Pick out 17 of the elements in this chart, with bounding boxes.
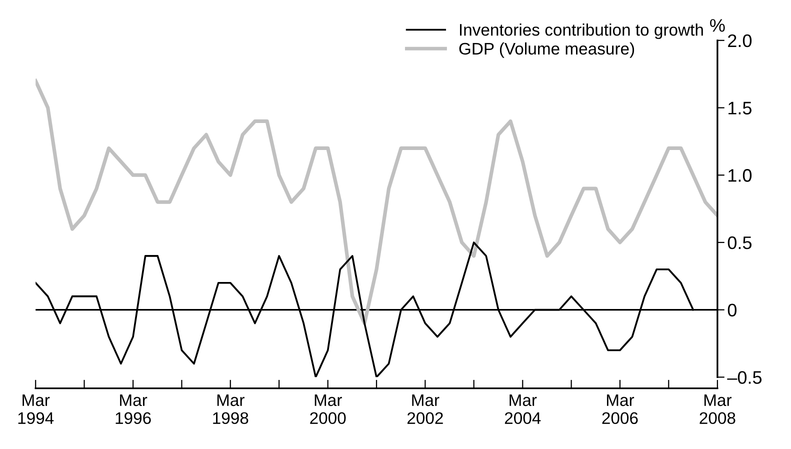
x-tick-label: Mar 2008 (700, 394, 736, 424)
y-tick-label: 0 (728, 304, 736, 317)
y-tick-label: 1.0 (728, 169, 752, 182)
legend-label: GDP (Volume measure) (459, 42, 634, 58)
y-tick-label: 1.5 (728, 102, 752, 114)
x-tick-label: Mar 1996 (116, 394, 151, 424)
x-tick-label: Mar 2000 (310, 394, 346, 424)
x-tick-label: Mar 2006 (602, 394, 638, 424)
x-tick-label: Mar 2004 (504, 394, 541, 424)
x-tick-label: Mar 1994 (18, 394, 54, 424)
legend-label: Inventories contribution to growth (460, 24, 703, 40)
x-tick-label: Mar 1998 (213, 394, 248, 424)
y-axis-title: % (710, 19, 725, 32)
y-tick-label: 2.0 (728, 34, 752, 48)
y-tick-label: –0.5 (727, 371, 762, 384)
y-tick-label: 0.5 (728, 236, 752, 250)
x-tick-label: Mar 2002 (407, 394, 443, 424)
